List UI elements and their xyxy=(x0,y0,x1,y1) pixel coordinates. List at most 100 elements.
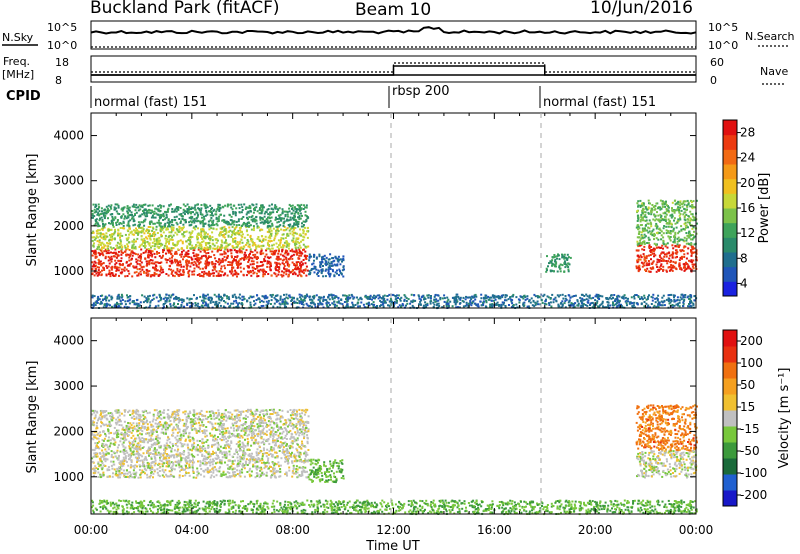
heatmap-cell xyxy=(218,296,220,298)
heatmap-cell xyxy=(236,250,238,252)
heatmap-cell xyxy=(452,305,454,307)
heatmap-cell xyxy=(656,232,658,234)
heatmap-cell xyxy=(636,265,638,267)
heatmap-cell xyxy=(657,219,659,221)
heatmap-cell xyxy=(100,242,102,244)
heatmap-cell xyxy=(275,266,277,268)
heatmap-cell xyxy=(270,233,272,235)
heatmap-cell xyxy=(301,215,303,217)
heatmap-cell xyxy=(100,301,102,303)
heatmap-cell xyxy=(128,254,130,256)
heatmap-cell xyxy=(598,294,600,296)
heatmap-cell xyxy=(307,304,309,306)
heatmap-cell xyxy=(290,217,292,219)
heatmap-cell xyxy=(573,305,575,307)
heatmap-cell xyxy=(160,225,162,227)
heatmap-cell xyxy=(111,269,113,271)
heatmap-cell xyxy=(127,205,129,207)
heatmap-cell xyxy=(201,214,203,216)
heatmap-cell xyxy=(128,241,130,243)
heatmap-cell xyxy=(289,233,291,235)
heatmap-cell xyxy=(240,263,242,265)
heatmap-cell xyxy=(168,224,170,226)
heatmap-cell xyxy=(685,209,687,211)
heatmap-cell xyxy=(139,255,141,257)
heatmap-cell xyxy=(294,206,296,208)
heatmap-cell xyxy=(240,271,242,273)
heatmap-cell xyxy=(193,226,195,228)
heatmap-cell xyxy=(134,246,136,248)
heatmap-cell xyxy=(306,204,308,206)
nsky-series xyxy=(91,27,696,33)
heatmap-cell xyxy=(217,204,219,206)
heatmap-cell xyxy=(285,258,287,260)
heatmap-cell xyxy=(679,219,681,221)
heatmap-cell xyxy=(636,250,638,252)
heatmap-cell xyxy=(237,267,239,269)
heatmap-cell xyxy=(238,296,240,298)
heatmap-cell xyxy=(256,252,258,254)
heatmap-cell xyxy=(111,213,113,215)
heatmap-cell xyxy=(150,212,152,214)
heatmap-cell xyxy=(111,272,113,274)
heatmap-cell xyxy=(302,249,304,251)
heatmap-cell xyxy=(154,248,156,250)
heatmap-cell xyxy=(684,237,686,239)
heatmap-cell xyxy=(586,298,588,300)
heatmap-cell xyxy=(196,264,198,266)
power-x-tick-marks xyxy=(91,113,696,308)
heatmap-cell xyxy=(274,253,276,255)
heatmap-cell xyxy=(106,274,108,276)
heatmap-cell xyxy=(411,294,413,296)
heatmap-cell xyxy=(475,303,477,305)
heatmap-cell xyxy=(546,268,548,270)
heatmap-cell xyxy=(96,256,98,258)
heatmap-cell xyxy=(150,274,152,276)
heatmap-cell xyxy=(677,243,679,245)
heatmap-cell xyxy=(429,301,431,303)
heatmap-cell xyxy=(653,260,655,262)
heatmap-cell xyxy=(205,255,207,257)
heatmap-cell xyxy=(214,263,216,265)
heatmap-cell xyxy=(671,254,673,256)
heatmap-cell xyxy=(613,304,615,306)
heatmap-cell xyxy=(231,262,233,264)
heatmap-cell xyxy=(648,255,650,257)
heatmap-cell xyxy=(677,238,679,240)
heatmap-cell xyxy=(168,268,170,270)
heatmap-cell xyxy=(159,210,161,212)
y-tick-label: 3000 xyxy=(53,174,84,188)
heatmap-cell xyxy=(294,213,296,215)
heatmap-cell xyxy=(278,271,280,273)
heatmap-cell xyxy=(368,303,370,305)
heatmap-cell xyxy=(655,301,657,303)
heatmap-cell xyxy=(652,219,654,221)
heatmap-cell xyxy=(120,233,122,235)
heatmap-cell xyxy=(114,249,116,251)
heatmap-cell xyxy=(260,229,262,231)
heatmap-cell xyxy=(280,246,282,248)
heatmap-cell xyxy=(168,275,170,277)
heatmap-cell xyxy=(242,233,244,235)
heatmap-cell xyxy=(292,273,294,275)
heatmap-cell xyxy=(203,255,205,257)
heatmap-cell xyxy=(194,207,196,209)
heatmap-cell xyxy=(171,221,173,223)
heatmap-cell xyxy=(161,228,163,230)
heatmap-cell xyxy=(179,228,181,230)
heatmap-cell xyxy=(655,244,657,246)
heatmap-cell xyxy=(694,251,696,253)
heatmap-cell xyxy=(176,264,178,266)
heatmap-cell xyxy=(242,242,244,244)
heatmap-cell xyxy=(110,246,112,248)
heatmap-cell xyxy=(124,206,126,208)
heatmap-cell xyxy=(234,256,236,258)
heatmap-cell xyxy=(198,249,200,251)
heatmap-cell xyxy=(306,255,308,257)
heatmap-cell xyxy=(99,271,101,273)
heatmap-cell xyxy=(195,262,197,264)
heatmap-cell xyxy=(108,304,110,306)
heatmap-cell xyxy=(92,296,94,298)
heatmap-cell xyxy=(134,213,136,215)
heatmap-cell xyxy=(129,210,131,212)
